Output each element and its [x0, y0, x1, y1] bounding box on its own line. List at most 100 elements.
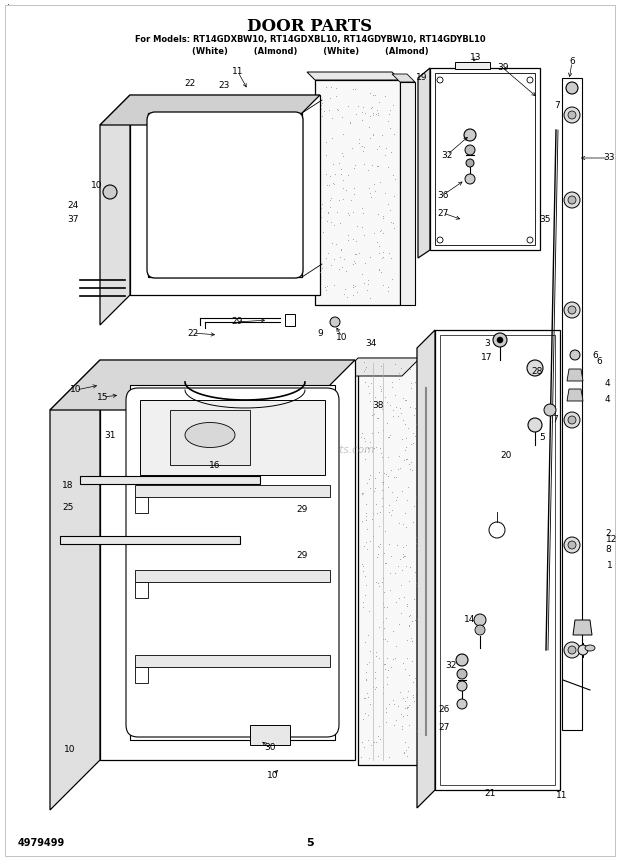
Point — [321, 167, 331, 181]
Point — [359, 276, 369, 290]
Point — [365, 291, 375, 305]
Text: 12: 12 — [606, 536, 618, 544]
Point — [377, 403, 387, 417]
Point — [399, 549, 409, 563]
Point — [379, 599, 389, 613]
Point — [388, 98, 398, 112]
Polygon shape — [100, 95, 130, 325]
Point — [399, 746, 409, 759]
Point — [363, 164, 373, 177]
Point — [368, 89, 378, 102]
Point — [361, 686, 371, 700]
Point — [393, 462, 403, 476]
Point — [384, 750, 394, 764]
Point — [410, 375, 420, 389]
Point — [402, 749, 412, 763]
Text: 32: 32 — [445, 660, 457, 670]
Point — [383, 450, 393, 464]
Point — [373, 142, 383, 156]
Point — [378, 208, 388, 222]
Point — [366, 738, 376, 752]
Point — [374, 579, 384, 593]
Point — [398, 517, 408, 531]
Point — [368, 106, 378, 120]
Point — [389, 470, 399, 484]
Point — [363, 709, 373, 722]
Polygon shape — [562, 78, 582, 730]
Point — [377, 575, 387, 589]
Point — [397, 722, 407, 736]
Point — [322, 178, 332, 192]
Circle shape — [497, 337, 503, 343]
Point — [370, 480, 379, 494]
Point — [363, 734, 373, 747]
Point — [409, 408, 419, 422]
Point — [373, 108, 383, 122]
Point — [338, 192, 348, 206]
Text: 38: 38 — [372, 400, 384, 410]
Circle shape — [457, 681, 467, 691]
Point — [384, 103, 394, 117]
Polygon shape — [135, 485, 330, 497]
Text: 10: 10 — [91, 181, 103, 189]
Point — [386, 251, 396, 264]
Point — [365, 644, 375, 658]
Point — [321, 80, 331, 94]
Point — [378, 245, 388, 259]
Point — [364, 751, 374, 765]
Point — [396, 578, 405, 592]
Point — [407, 463, 417, 477]
Point — [370, 407, 379, 421]
Point — [380, 148, 390, 162]
Text: 10: 10 — [70, 386, 82, 394]
Point — [343, 168, 353, 182]
Point — [386, 463, 396, 477]
Point — [383, 115, 393, 128]
Point — [360, 356, 370, 369]
Point — [371, 735, 381, 749]
Point — [360, 362, 370, 375]
Point — [350, 256, 360, 269]
Point — [404, 669, 414, 683]
Point — [353, 99, 363, 113]
Point — [329, 177, 339, 190]
Point — [378, 211, 388, 225]
Point — [402, 452, 412, 466]
Polygon shape — [135, 667, 148, 683]
Point — [325, 193, 335, 207]
Point — [379, 621, 389, 635]
Point — [358, 564, 368, 578]
Point — [391, 400, 401, 414]
Point — [351, 234, 361, 248]
Point — [364, 182, 374, 195]
Point — [390, 567, 400, 580]
Point — [365, 87, 375, 101]
Point — [380, 186, 390, 200]
Circle shape — [457, 669, 467, 679]
Point — [369, 735, 379, 749]
Point — [374, 245, 384, 259]
Text: 20: 20 — [500, 450, 512, 460]
Point — [380, 662, 390, 676]
Point — [323, 206, 333, 220]
Point — [412, 724, 422, 738]
Point — [390, 651, 400, 665]
Point — [329, 219, 339, 232]
Point — [336, 167, 346, 181]
Point — [361, 512, 371, 526]
Point — [369, 484, 379, 498]
Polygon shape — [567, 369, 583, 381]
Point — [368, 127, 378, 141]
Point — [365, 394, 375, 408]
Point — [400, 702, 410, 715]
Circle shape — [568, 541, 576, 549]
Point — [383, 663, 392, 677]
Point — [394, 367, 404, 381]
Point — [411, 682, 421, 696]
Point — [352, 285, 361, 299]
Point — [402, 691, 412, 704]
Text: 11: 11 — [556, 790, 568, 800]
Text: 33: 33 — [603, 153, 615, 163]
Point — [386, 508, 396, 522]
Point — [402, 651, 412, 665]
